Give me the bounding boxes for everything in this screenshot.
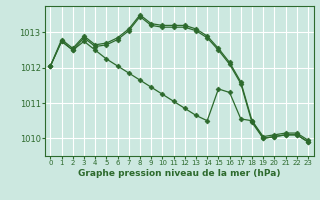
X-axis label: Graphe pression niveau de la mer (hPa): Graphe pression niveau de la mer (hPa) — [78, 169, 280, 178]
